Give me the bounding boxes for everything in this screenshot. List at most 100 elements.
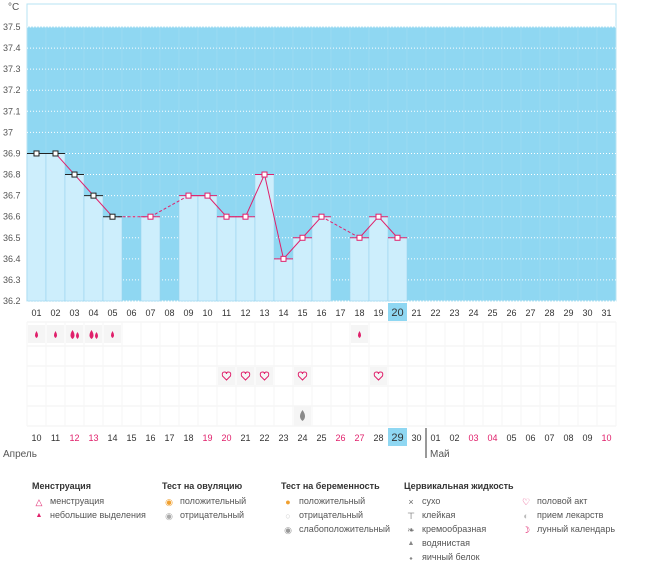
temperature-point: [223, 213, 230, 220]
orange-test-icon: ●: [285, 496, 291, 507]
y-tick-label: 36.8: [3, 170, 21, 180]
symptom-rows: [26, 321, 617, 427]
cycle-day-label: 19: [373, 308, 383, 318]
highlighted-day-box: [388, 303, 407, 321]
egg-drop-icon: ⬩: [409, 552, 413, 563]
temperature-column: [197, 195, 218, 302]
month-label-april: Апрель: [3, 449, 37, 460]
temperature-point: [52, 150, 59, 157]
y-tick-label: 37: [3, 127, 13, 137]
menstruation-cell: [66, 325, 83, 343]
legend-label: кремообразная: [422, 524, 487, 534]
legend-label: сухо: [422, 496, 441, 506]
y-axis-unit: °C: [8, 2, 19, 13]
highlighted-date-box: [388, 428, 407, 446]
calendar-date-label: 13: [88, 433, 98, 443]
temperature-points: [27, 150, 407, 262]
calendar-date-label: 21: [240, 433, 250, 443]
legend-item-watery: ▲ водянистая: [404, 536, 514, 550]
gray-test-icon: ◉: [284, 524, 292, 535]
legend-menstruation: Менструация △ менструация ▲ небольшие выде…: [32, 481, 146, 522]
calendar-date-label: 19: [202, 433, 212, 443]
temperature-point: [280, 255, 287, 262]
cycle-day-label: 14: [278, 308, 288, 318]
y-tick-label: 37.1: [3, 106, 21, 116]
cycle-day-label: 30: [582, 308, 592, 318]
legend-label: положительный: [180, 496, 247, 506]
calendar-date-label: 16: [145, 433, 155, 443]
temperature-point: [356, 234, 363, 241]
blood-drops-icon: △: [35, 496, 43, 507]
white-test-icon: ○: [285, 510, 291, 521]
temperature-column: [311, 216, 332, 302]
cycle-day-label: 01: [31, 308, 41, 318]
legend-cervical-title: Цервикальная жидкость: [404, 481, 514, 491]
small-drop-icon: [54, 331, 57, 338]
temperature-line-segment: [302, 216, 322, 239]
cycle-day-label: 24: [468, 308, 478, 318]
cross-icon: ×: [408, 496, 414, 507]
temperature-point: [242, 213, 249, 220]
y-tick-label: 36.2: [3, 296, 21, 306]
calendar-date-label: 27: [354, 433, 364, 443]
blood-drop-icon: [95, 332, 98, 339]
temperature-line-segment: [264, 174, 284, 259]
calendar-date-label: 25: [316, 433, 326, 443]
legend-item-pregnancy-weak: ◉ слабоположительный: [281, 522, 390, 536]
calendar-date-label: 10: [601, 433, 611, 443]
calendar-date-label: 15: [126, 433, 136, 443]
legend-label: положительный: [299, 496, 366, 506]
temperature-line-segment: [378, 216, 398, 239]
legend-item-intercourse: ♡ половой акт: [519, 494, 615, 508]
temperature-line-segment: [359, 216, 379, 239]
blood-drop-icon: [76, 332, 79, 339]
calendar-date-label: 08: [563, 433, 573, 443]
legend-label: отрицательный: [180, 510, 245, 520]
cycle-day-label: 25: [487, 308, 497, 318]
cycle-day-label: 28: [544, 308, 554, 318]
legend-label: прием лекарств: [537, 510, 604, 520]
legend-item-creamy: ❧ кремообразная: [404, 522, 514, 536]
calendar-date-label: 02: [449, 433, 459, 443]
cycle-day-label: 16: [316, 308, 326, 318]
gray-circle-icon: ◉: [165, 510, 173, 521]
legend-pregnancy-title: Тест на беременность: [281, 481, 380, 491]
legend-cervical: Цервикальная жидкость × сухо ⊤ клейкая ❧ кр…: [404, 481, 514, 564]
month-label-may: Май: [430, 449, 450, 460]
temperature-point: [147, 213, 154, 220]
temperature-point: [375, 213, 382, 220]
calendar-date-label: 04: [487, 433, 497, 443]
legend-label: половой акт: [537, 496, 588, 506]
temperature-point: [90, 192, 97, 199]
calendar-date-label: 06: [525, 433, 535, 443]
calendar-date-label: 20: [221, 433, 231, 443]
cycle-day-label: 20: [391, 307, 403, 319]
intercourse-cell: [294, 367, 311, 385]
intercourse-cell: [256, 367, 273, 385]
cycle-day-label: 27: [525, 308, 535, 318]
temperature-column: [26, 153, 47, 302]
legend-item-sticky: ⊤ клейкая: [404, 508, 514, 522]
legend-menstruation-title: Менструация: [32, 481, 91, 491]
temperature-line-segment: [283, 237, 303, 260]
calendar-date-label: 18: [183, 433, 193, 443]
calendar-date-label: 07: [544, 433, 554, 443]
small-drop-icon: ▲: [35, 511, 43, 519]
y-tick-label: 36.3: [3, 275, 21, 285]
temperature-line-segment: [55, 153, 75, 175]
temperature-column: [83, 195, 104, 302]
y-tick-label: 36.9: [3, 148, 21, 158]
pill-icon: ◐: [523, 510, 529, 521]
cycle-day-label: 12: [240, 308, 250, 318]
intercourse-cell: [370, 367, 387, 385]
cycle-day-label: 13: [259, 308, 269, 318]
temperature-line-segment: [74, 174, 94, 196]
calendar-date-label: 29: [391, 432, 403, 444]
temperature-column: [235, 216, 256, 302]
calendar-date-label: 03: [468, 433, 478, 443]
cycle-day-label: 06: [126, 308, 136, 318]
cycle-day-label: 11: [222, 308, 231, 318]
legend-item-dry: × сухо: [404, 494, 514, 508]
small-drop-icon: [358, 331, 361, 338]
cycle-day-label: 29: [563, 308, 573, 318]
